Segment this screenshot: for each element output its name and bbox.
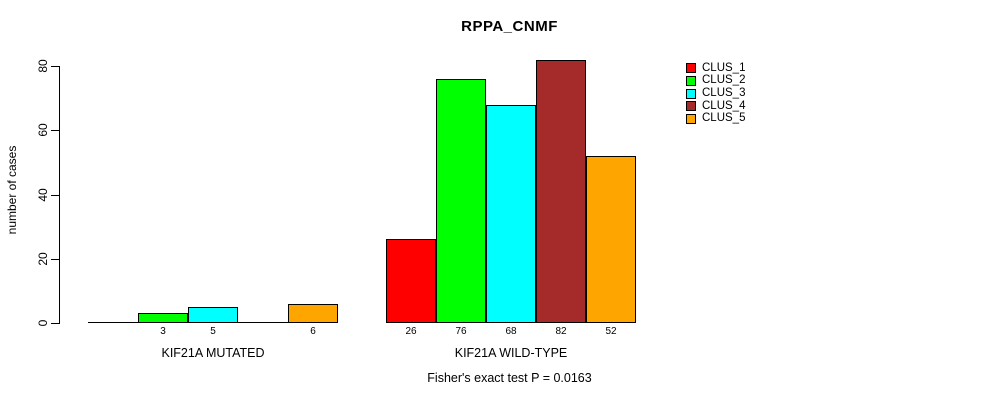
legend-item: CLUS_4 (686, 100, 745, 113)
bar-clus_1 (386, 239, 436, 323)
bar-value-label: 82 (555, 326, 567, 337)
legend-label: CLUS_1 (702, 61, 746, 74)
x-axis-group-label: KIF21A MUTATED (161, 346, 265, 360)
y-tick-mark (51, 323, 59, 324)
legend-swatch (686, 76, 696, 87)
y-tick-label: 60 (36, 123, 50, 137)
legend-swatch (686, 63, 696, 74)
y-tick-mark (51, 66, 59, 67)
bar-value-label: 26 (405, 326, 417, 337)
y-axis-line (59, 66, 60, 324)
legend-swatch (686, 114, 696, 125)
bar-value-label: 5 (210, 326, 216, 337)
y-axis-label: number of cases (5, 145, 19, 235)
legend-swatch (686, 88, 696, 99)
y-tick-mark (51, 130, 59, 132)
y-tick-label: 0 (36, 319, 50, 327)
y-tick-label: 40 (36, 187, 50, 202)
y-tick-mark (51, 258, 59, 260)
annotation-fisher-test: Fisher's exact test P = 0.0163 (427, 371, 592, 385)
chart-title: RPPA_CNMF (461, 18, 558, 35)
legend-label: CLUS_3 (702, 86, 746, 99)
bar-clus_2 (436, 79, 486, 323)
legend-item: CLUS_1 (686, 62, 745, 75)
legend-label: CLUS_2 (702, 74, 746, 87)
y-tick-label: 80 (36, 59, 50, 73)
legend-label: CLUS_5 (702, 112, 746, 125)
bar-value-label: 68 (505, 326, 517, 337)
legend-item: CLUS_5 (686, 113, 745, 126)
legend-item: CLUS_2 (686, 75, 745, 88)
bar-clus_2 (138, 313, 188, 323)
legend: CLUS_1 CLUS_2 CLUS_3 CLUS_4 CLUS_5 (686, 62, 745, 125)
bar-clus_3 (188, 307, 238, 323)
legend-swatch (686, 101, 696, 112)
bar-clus_3 (486, 105, 536, 323)
bar-value-label: 52 (605, 326, 617, 337)
legend-label: CLUS_4 (702, 99, 746, 112)
y-tick-mark (51, 194, 59, 196)
bar-clus_5 (288, 304, 338, 323)
bar-clus_5 (586, 156, 636, 323)
bar-value-label: 3 (160, 326, 166, 337)
y-tick-label: 20 (36, 252, 50, 266)
legend-item: CLUS_3 (686, 87, 745, 100)
bar-clus_4 (536, 60, 586, 323)
bar-value-label: 76 (455, 326, 467, 337)
x-axis-group-label: KIF21A WILD-TYPE (454, 346, 568, 360)
bar-value-label: 6 (310, 326, 316, 337)
